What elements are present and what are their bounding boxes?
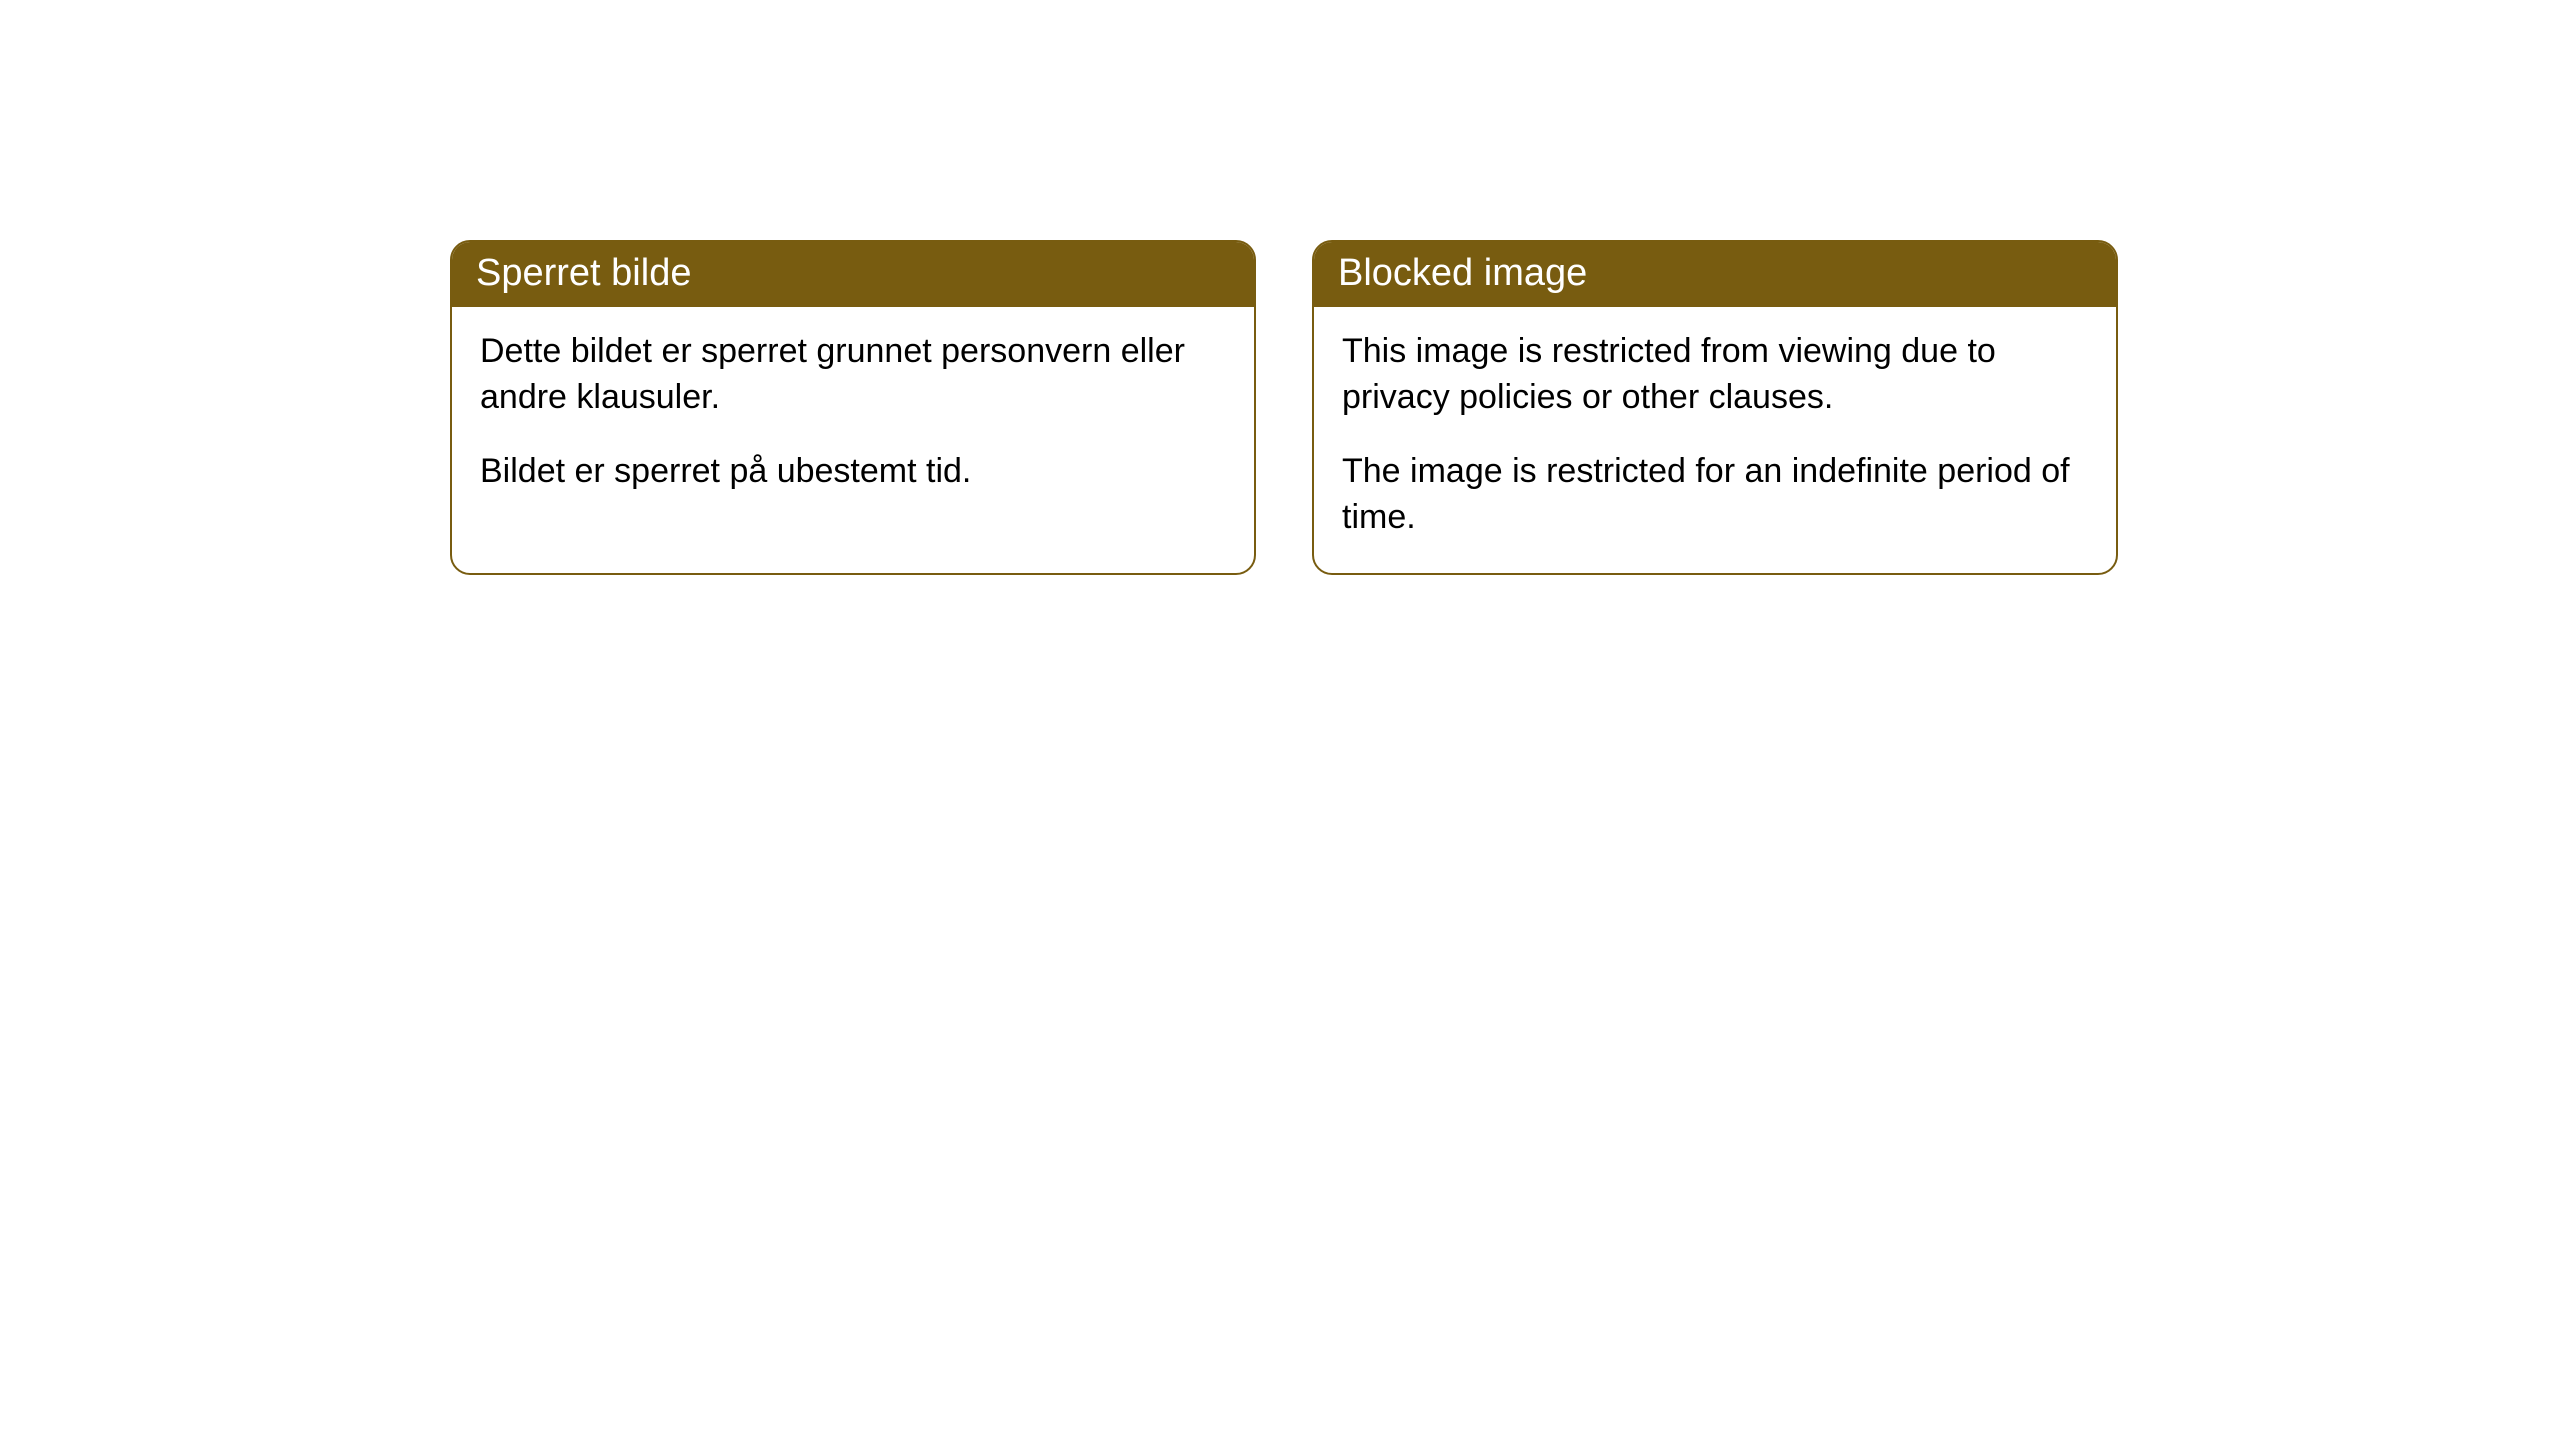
card-paragraph: The image is restricted for an indefinit… xyxy=(1342,449,2088,541)
blocked-image-card-norwegian: Sperret bilde Dette bildet er sperret gr… xyxy=(450,240,1256,575)
card-paragraph: Bildet er sperret på ubestemt tid. xyxy=(480,449,1226,495)
card-body: This image is restricted from viewing du… xyxy=(1314,307,2116,573)
card-header: Blocked image xyxy=(1314,242,2116,307)
notice-cards-container: Sperret bilde Dette bildet er sperret gr… xyxy=(450,240,2560,575)
card-header: Sperret bilde xyxy=(452,242,1254,307)
card-title: Blocked image xyxy=(1338,252,1587,294)
card-paragraph: This image is restricted from viewing du… xyxy=(1342,329,2088,421)
card-body: Dette bildet er sperret grunnet personve… xyxy=(452,307,1254,527)
card-title: Sperret bilde xyxy=(476,252,691,294)
blocked-image-card-english: Blocked image This image is restricted f… xyxy=(1312,240,2118,575)
card-paragraph: Dette bildet er sperret grunnet personve… xyxy=(480,329,1226,421)
